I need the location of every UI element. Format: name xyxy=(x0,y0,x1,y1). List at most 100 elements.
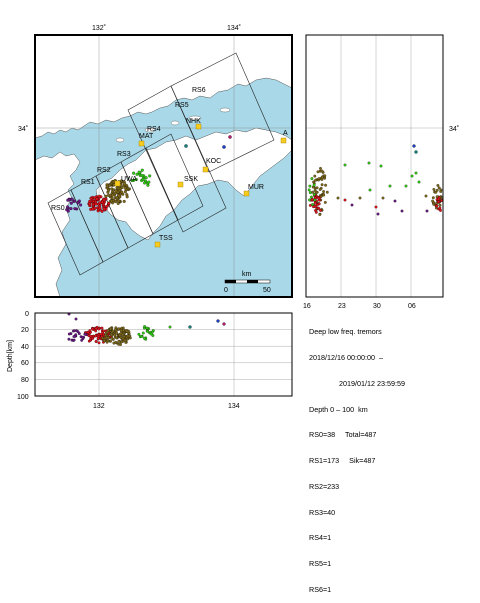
tremor-point-rs3 xyxy=(308,198,311,202)
tremor-point-rs2 xyxy=(431,199,435,203)
island xyxy=(170,120,180,126)
tremor-point-rs2 xyxy=(320,178,324,181)
tremor-point-rs2 xyxy=(318,213,322,216)
island xyxy=(219,107,231,113)
tremor-point-rs4 xyxy=(414,150,418,154)
time-tick: 16 xyxy=(303,303,311,310)
region-box-rs4 xyxy=(145,133,204,221)
tremor-point-rs2 xyxy=(104,333,107,337)
tremor-point-rs1 xyxy=(95,197,99,201)
tremor-point-rs0 xyxy=(79,203,83,207)
scale-bar: km 0 50 xyxy=(224,271,271,294)
depth-tick: 100 xyxy=(17,394,29,401)
tremor-point-rs2 xyxy=(320,169,324,173)
tremor-point-rs2 xyxy=(125,329,129,333)
island xyxy=(188,115,202,121)
scale-start: 0 xyxy=(224,287,228,294)
tremor-point-rs2 xyxy=(315,186,319,190)
tremor-point-rs3 xyxy=(142,336,146,340)
map-frame xyxy=(34,34,293,298)
tremor-point-rs2 xyxy=(314,178,317,182)
tremor-point-rs2 xyxy=(117,199,121,203)
tremor-point-rs1 xyxy=(93,200,98,204)
tremor-point-rs0 xyxy=(73,207,77,211)
tremor-point-rs2 xyxy=(115,331,119,335)
depth-tick: 60 xyxy=(21,360,29,367)
station-marker-uwa xyxy=(114,180,121,187)
tremor-point-rs1 xyxy=(100,209,104,213)
station-label-ssk: SSK xyxy=(184,176,198,183)
info-end-time: 2019/01/12 23:59:59 xyxy=(339,378,405,388)
tremor-point-rs2 xyxy=(432,187,436,191)
tremor-point-rs2 xyxy=(120,190,124,194)
tremor-point-rs2 xyxy=(109,327,113,331)
figure-canvas: RS0 RS1 RS2 RS3 RS4 RS5 RS6 NHK MAT UWA … xyxy=(7,24,459,410)
tremor-point xyxy=(358,196,362,200)
tremor-point-rs1 xyxy=(435,204,439,208)
tremor-point-rs2 xyxy=(126,334,130,338)
region-label-rs1: RS1 xyxy=(81,179,95,186)
station-marker-tss xyxy=(154,241,161,248)
tremor-point-rs1 xyxy=(91,207,95,211)
tremor-point-rs2 xyxy=(107,188,111,192)
info-title: Deep low freq. tremors xyxy=(309,327,382,337)
tremor-point-rs1 xyxy=(437,200,440,204)
tremor-point xyxy=(368,188,372,192)
tremor-point-rs3 xyxy=(313,198,317,202)
tremor-point-rs2 xyxy=(117,342,121,346)
scale-end: 50 xyxy=(263,287,271,294)
tremor-point-rs1 xyxy=(98,206,102,210)
tremor-point-rs3 xyxy=(130,179,134,183)
tremor-point-rs0 xyxy=(73,199,77,203)
time-tick: 23 xyxy=(338,303,346,310)
tremor-point-rs2 xyxy=(119,329,123,333)
tremor-point-rs1 xyxy=(98,201,102,205)
time-panel: 16 23 30 06 34˚ xyxy=(303,34,459,310)
tremor-point-rs3 xyxy=(141,178,145,182)
tremor-point-rs2 xyxy=(114,340,118,344)
tremor-point-rs3 xyxy=(311,202,315,206)
tremor-point-rs5 xyxy=(412,144,416,148)
tremor-point-rs3 xyxy=(132,171,136,175)
map-panel: RS0 RS1 RS2 RS3 RS4 RS5 RS6 NHK MAT UWA … xyxy=(18,24,293,298)
region-box-rs5 xyxy=(127,85,227,233)
tremor-point-rs2 xyxy=(123,186,127,190)
station-marker-nhk xyxy=(195,123,202,130)
tremor-point-rs2 xyxy=(111,193,115,197)
tremor-point-rs2 xyxy=(431,196,435,200)
tremor-point-rs2 xyxy=(110,336,114,340)
tremor-point xyxy=(376,212,380,216)
tremor-point-rs3 xyxy=(307,188,311,192)
scale-unit: km xyxy=(242,271,252,278)
tremor-point-rs2 xyxy=(107,183,112,188)
info-rs1-count: RS1=173 Sik=487 xyxy=(309,456,376,466)
tremor-point-rs0 xyxy=(76,201,80,205)
tremor-point-rs2 xyxy=(435,188,439,192)
depth-panel: 0 20 40 60 80 100 132 134 Depth[km] xyxy=(7,311,293,410)
tremor-point-rs1 xyxy=(97,194,101,198)
tremor-point-rs3 xyxy=(140,168,144,172)
info-rs5-count: RS5=1 xyxy=(309,559,332,569)
tremor-point xyxy=(404,184,408,188)
station-label-nhk: NHK xyxy=(186,118,201,125)
info-rs0-count: RS0=38 Total=487 xyxy=(309,430,377,440)
region-label-rs3: RS3 xyxy=(117,151,131,158)
tremor-point-rs2 xyxy=(124,340,128,344)
tremor-point-rs3 xyxy=(134,177,138,182)
tremor-point-rs2 xyxy=(311,190,315,194)
tremor-point-rs3 xyxy=(145,326,149,330)
tremor-point-rs2 xyxy=(122,199,126,203)
tremor-point-rs1 xyxy=(97,341,101,345)
tremor-point-rs2 xyxy=(439,190,443,193)
region-box-rs6 xyxy=(170,52,275,173)
tremor-point xyxy=(410,174,414,178)
region-boxes xyxy=(47,52,275,276)
tremor-point-rs0 xyxy=(72,338,76,342)
depth-tick: 80 xyxy=(21,377,29,384)
depth-axis-label: Depth[km] xyxy=(7,340,14,372)
info-depth-range: Depth 0 – 100 km xyxy=(309,404,368,414)
tremor-point-rs3 xyxy=(145,329,149,333)
tremor-point-rs1 xyxy=(100,326,104,330)
tremor-point-rs3 xyxy=(141,331,145,335)
tremor-point-rs2 xyxy=(438,203,442,207)
